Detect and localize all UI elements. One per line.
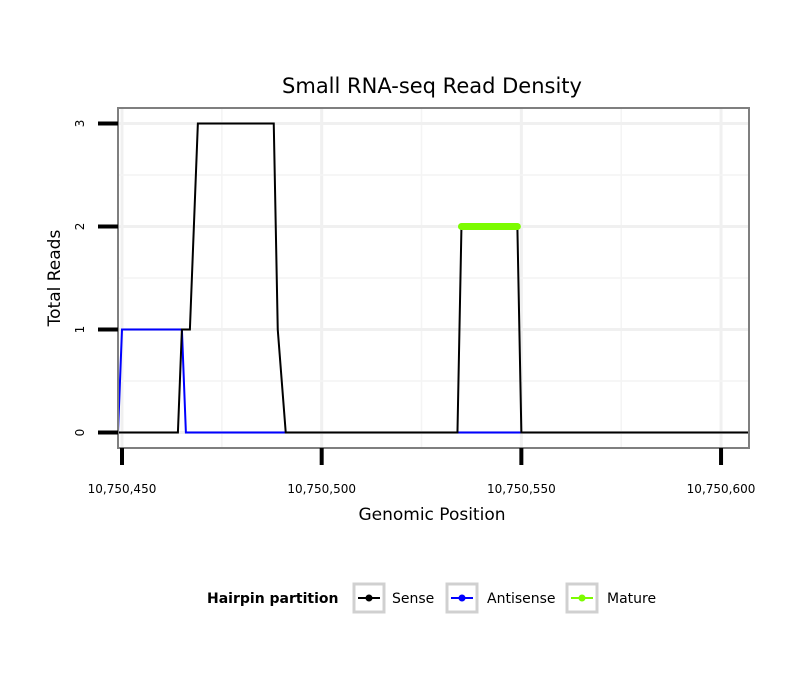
legend-label-antisense: Antisense — [487, 591, 556, 607]
plot-border — [117, 107, 750, 449]
legend-title: Hairpin partition — [207, 591, 338, 607]
y-tick-label: 3 — [73, 120, 87, 128]
y-axis: 0 1 2 3 — [73, 120, 118, 437]
legend-key-point-antisense — [458, 594, 466, 602]
x-tick-label: 10,750,450 — [88, 482, 157, 496]
legend-key-point-mature — [578, 594, 586, 602]
legend-key-point-sense — [365, 594, 373, 602]
y-tick-label: 1 — [73, 326, 87, 334]
x-tick-label: 10,750,500 — [287, 482, 356, 496]
y-tick-label: 0 — [73, 429, 87, 437]
legend-label-sense: Sense — [392, 591, 434, 607]
y-tick-label: 2 — [73, 223, 87, 231]
y-axis-title: Total Reads — [45, 230, 65, 328]
x-tick-label: 10,750,550 — [487, 482, 556, 496]
legend: Hairpin partition Sense Antisense Mature — [207, 582, 656, 614]
x-tick-label: 10,750,600 — [687, 482, 756, 496]
x-axis: 10,750,450 10,750,500 10,750,550 10,750,600 — [88, 448, 756, 496]
legend-key-mature — [565, 582, 599, 614]
x-axis-title: Genomic Position — [358, 505, 505, 525]
chart-title: Small RNA-seq Read Density — [282, 74, 582, 98]
legend-label-mature: Mature — [607, 591, 656, 607]
